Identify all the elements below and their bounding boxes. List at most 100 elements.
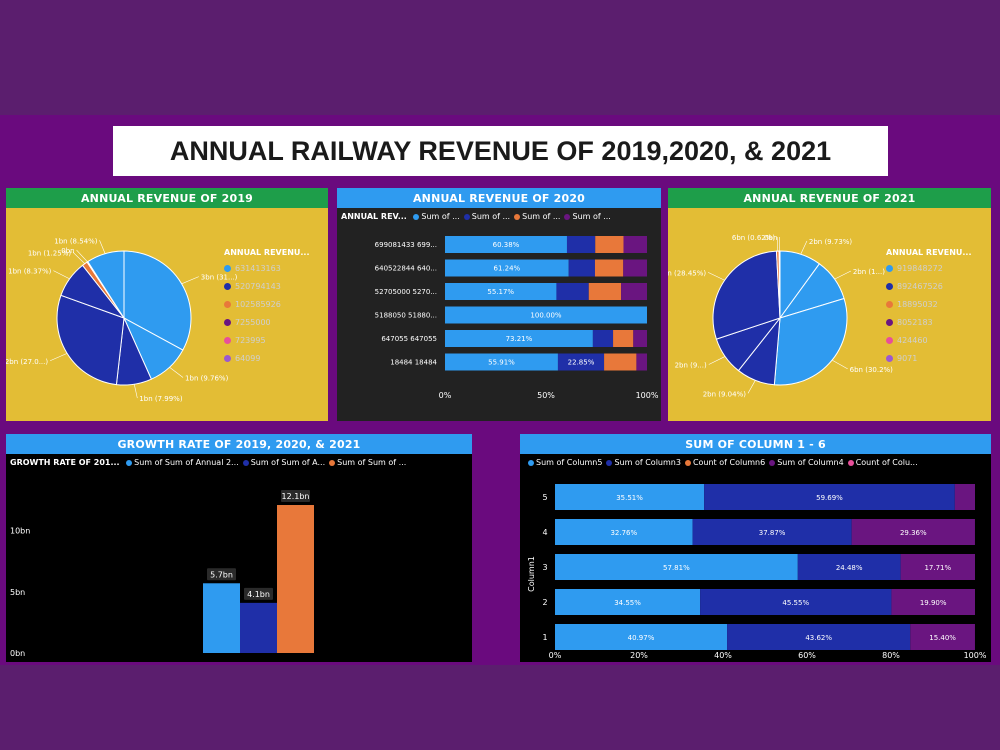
bar-category-label: 5 — [542, 493, 547, 502]
legend-item[interactable]: Sum of Sum of ... — [329, 458, 406, 467]
bar-segment — [900, 554, 975, 580]
pie-chart-2021[interactable]: 2bn (9.73%) 2bn (1...) 6bn (30.2%) 2bn (9.0… — [668, 208, 991, 421]
panel-revenue-2019[interactable]: ANNUAL REVENUE OF 2019 3bn (31...) 1bn (9… — [6, 188, 328, 421]
legend-item[interactable]: 18895032 — [886, 300, 972, 309]
legend-item[interactable]: 892467526 — [886, 282, 972, 291]
panel-revenue-2020[interactable]: ANNUAL REVENUE OF 2020 ANNUAL REV... Sum… — [337, 188, 661, 421]
bar-segment — [594, 259, 624, 277]
pie-slice-label: 0bn — [764, 234, 777, 242]
bar-data-label: 34.55% — [614, 599, 641, 607]
legend-item[interactable]: 424460 — [886, 336, 972, 345]
pie-leader-line — [800, 240, 808, 255]
bar-data-label: 61.24% — [494, 265, 521, 273]
legend-dot — [528, 459, 534, 466]
x-tick-label: 100% — [964, 651, 987, 660]
legend-item[interactable]: Sum of ... — [413, 212, 460, 221]
legend-dot — [564, 213, 571, 220]
bar-segment — [613, 330, 634, 347]
x-tick-label: 60% — [798, 651, 816, 660]
bar-segment — [445, 283, 557, 300]
pie-slice — [123, 250, 192, 351]
legend-item[interactable]: Sum of Sum of Annual 2... — [126, 458, 239, 467]
bar-segment — [910, 624, 975, 650]
pie-slice — [778, 250, 781, 319]
legend-dot — [224, 265, 231, 272]
legend-item[interactable]: Sum of Column3 — [606, 458, 681, 467]
legend-item[interactable]: Sum of Column4 — [769, 458, 844, 467]
pie-slice-label: 2bn (27.0...) — [6, 358, 48, 366]
panel-title-2019: ANNUAL REVENUE OF 2019 — [6, 188, 328, 208]
legend-item[interactable]: Sum of Column5 — [528, 458, 602, 467]
bar-segment — [604, 353, 637, 371]
legend-dot — [413, 213, 420, 220]
bar-segment — [636, 353, 647, 371]
y-tick-label: 0bn — [10, 649, 25, 658]
legend-title-2019: ANNUAL REVENU... — [224, 248, 310, 257]
x-tick-label: 0% — [439, 391, 452, 400]
legend-label: 7255000 — [235, 318, 271, 327]
legend-dot — [886, 301, 893, 308]
growth-bar — [240, 602, 277, 653]
pie-slice — [712, 250, 781, 340]
legend-item[interactable]: 520794143 — [224, 282, 310, 291]
legend-item[interactable]: Count of Colu... — [847, 458, 918, 467]
legend-item[interactable]: 7255000 — [224, 318, 310, 327]
legend-item[interactable]: Count of Column6 — [684, 458, 765, 467]
bar-segment — [797, 554, 901, 580]
pie-chart-2019[interactable]: 3bn (31...) 1bn (9.76%) 1bn (7.99%) 2bn (27… — [6, 208, 328, 421]
legend-dot — [126, 459, 133, 466]
legend-dot — [886, 283, 893, 290]
legend-item[interactable]: 102585926 — [224, 300, 310, 309]
bar-segment — [555, 589, 701, 615]
bar-category-label: 3 — [542, 563, 547, 572]
panel-growth-rate[interactable]: GROWTH RATE OF 2019, 2020, & 2021 GROWTH… — [6, 434, 472, 662]
bar-category-label: 1 — [542, 633, 547, 642]
panel-revenue-2021[interactable]: ANNUAL REVENUE OF 2021 2bn (9.73%) 2bn (1… — [668, 188, 991, 421]
legend-title-growth: GROWTH RATE OF 201... — [10, 458, 120, 467]
legend-item[interactable]: Sum of ... — [463, 212, 510, 221]
legend-item[interactable]: 64099 — [224, 354, 310, 363]
bar-segment — [588, 283, 622, 300]
legend-item[interactable]: Sum of ... — [564, 212, 611, 221]
bar-data-label: 37.87% — [759, 529, 786, 537]
bar-segment — [555, 484, 705, 510]
pie-leader-line — [133, 384, 138, 399]
stacked-bar-chart-2020[interactable]: 699081433 699... 640522844 640... 52705000… — [337, 228, 661, 421]
bar-segment — [700, 589, 892, 615]
bar-category-label: 4 — [542, 528, 547, 537]
bar-data-label: 15.40% — [929, 634, 956, 642]
pie-slice-label: 1bn (1.25%) — [28, 249, 72, 257]
legend-item[interactable]: 8052183 — [886, 318, 972, 327]
panel-sum-columns[interactable]: SUM OF COLUMN 1 - 6 Sum of Column5 Sum of… — [520, 434, 991, 662]
legend-item[interactable]: 919848272 — [886, 264, 972, 273]
x-tick-label: 80% — [882, 651, 900, 660]
panel-title-2020: ANNUAL REVENUE OF 2020 — [337, 188, 661, 208]
panel-title-sumcols: SUM OF COLUMN 1 - 6 — [520, 434, 991, 454]
legend-item[interactable]: 9071 — [886, 354, 972, 363]
legend-dot — [886, 265, 893, 272]
bar-segment — [592, 330, 614, 347]
dashboard-title-box: ANNUAL RAILWAY REVENUE OF 2019,2020, & 2… — [113, 126, 888, 176]
bar-segment — [623, 259, 647, 277]
sumcols-stacked-bar-chart[interactable]: Column1 5 35.51% 59.69% 4 32.76% 37.87% 29.36% 3… — [520, 474, 991, 662]
legend-item[interactable]: 723995 — [224, 336, 310, 345]
pie-slice-label: 1bn (8.54%) — [54, 237, 98, 245]
legend-dot — [847, 459, 854, 466]
legend-label: 8052183 — [897, 318, 933, 327]
bar-data-label: 17.71% — [924, 564, 951, 572]
legend-item[interactable]: 631413163 — [224, 264, 310, 273]
pie-leader-line — [53, 270, 70, 280]
bar-segment — [727, 624, 911, 650]
legend-item[interactable]: Sum of ... — [514, 212, 560, 221]
bar-segment — [445, 236, 567, 253]
legend-2020: ANNUAL REV... Sum of ... Sum of ... Sum of… — [341, 212, 611, 221]
legend-label: 9071 — [897, 354, 918, 363]
bar-segment — [954, 484, 975, 510]
bar-segment — [445, 353, 558, 371]
legend-item[interactable]: Sum of Sum of A... — [242, 458, 325, 467]
growth-bar-chart[interactable]: 0bn 5bn 10bn 5.7bn 4.1bn 12.1bn — [6, 474, 472, 662]
bar-segment — [445, 259, 569, 277]
bar-segment — [692, 519, 852, 545]
x-tick-label: 50% — [537, 391, 555, 400]
x-tick-label: 40% — [714, 651, 732, 660]
